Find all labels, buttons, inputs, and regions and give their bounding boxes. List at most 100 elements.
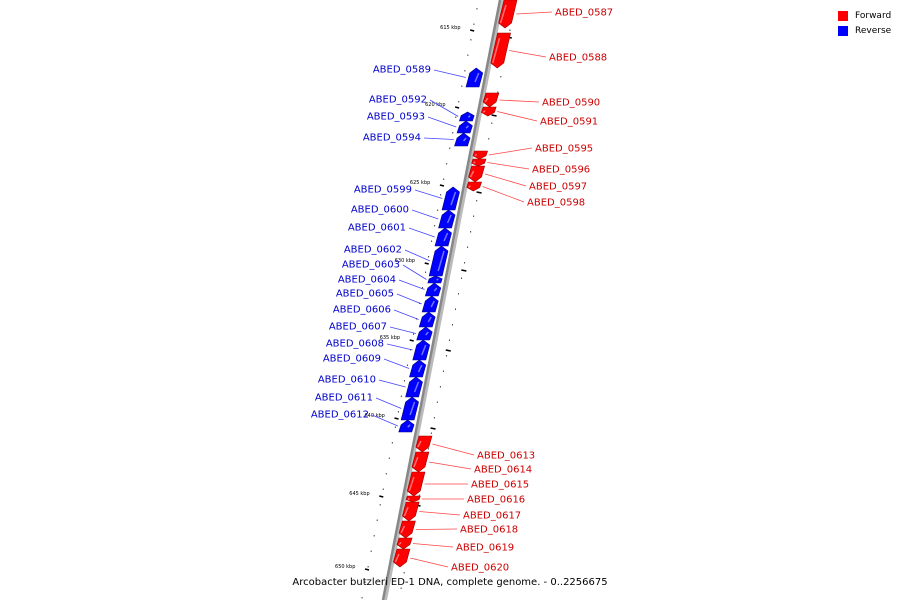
gene-arrow[interactable]	[456, 120, 473, 134]
gene-label[interactable]: ABED_0591	[540, 117, 598, 128]
gene-label[interactable]: ABED_0618	[460, 525, 518, 536]
gene-label[interactable]: ABED_0597	[529, 182, 587, 193]
minor-tick	[379, 504, 381, 506]
gene-label[interactable]: ABED_0615	[471, 480, 529, 491]
gene-arrow[interactable]	[418, 311, 436, 328]
minor-tick	[397, 411, 399, 413]
gene-label[interactable]: ABED_0608	[326, 339, 384, 350]
tick-mark	[394, 417, 399, 420]
minor-tick	[431, 240, 433, 242]
gene-label[interactable]: ABED_0601	[348, 223, 406, 234]
gene-label[interactable]: ABED_0603	[342, 260, 400, 271]
gene-label[interactable]: ABED_0617	[463, 511, 521, 522]
gene-label[interactable]: ABED_0610	[318, 375, 376, 386]
label-connector	[488, 147, 533, 156]
gene-label[interactable]: ABED_0599	[354, 185, 412, 196]
gene-arrow-shading	[407, 497, 410, 501]
gene-label[interactable]: ABED_0598	[527, 198, 585, 209]
gene-arrow[interactable]	[405, 495, 421, 503]
gene-arrow[interactable]	[411, 451, 430, 473]
gene-label[interactable]: ABED_0595	[535, 144, 593, 155]
gene-arrow[interactable]	[441, 186, 460, 211]
gene-arrow[interactable]	[415, 435, 433, 453]
gene-arrow[interactable]	[393, 548, 411, 568]
gene-arrow[interactable]	[398, 419, 415, 433]
gene-label[interactable]: ABED_0589	[373, 65, 431, 76]
gene-arrow[interactable]	[421, 295, 439, 313]
gene-arrow[interactable]	[398, 520, 416, 539]
minor-tick	[425, 271, 427, 273]
gene-label[interactable]: ABED_0606	[333, 305, 391, 316]
gene-label[interactable]: ABED_0593	[367, 112, 425, 123]
gene-label[interactable]: ABED_0607	[329, 322, 387, 333]
gene-arrow[interactable]	[458, 111, 475, 122]
gene-arrow-shading	[398, 541, 402, 546]
label-connector	[419, 511, 461, 516]
gene-arrow[interactable]	[406, 471, 426, 497]
legend-reverse-label: Reverse	[855, 25, 892, 36]
gene-arrow-shading	[436, 278, 439, 281]
minor-tick	[388, 457, 390, 459]
gene-arrow[interactable]	[402, 501, 420, 522]
gene-arrow[interactable]	[466, 181, 482, 192]
minor-tick	[470, 39, 472, 41]
gene-label[interactable]: ABED_0614	[474, 465, 532, 476]
gene-label[interactable]: ABED_0590	[542, 98, 600, 109]
minor-tick	[400, 395, 402, 397]
gene-arrow[interactable]	[416, 326, 433, 341]
gene-label[interactable]: ABED_0612	[311, 410, 369, 421]
gene-arrow[interactable]	[424, 282, 442, 297]
tick-mark	[439, 184, 445, 187]
gene-arrow[interactable]	[468, 165, 486, 183]
gene-label[interactable]: ABED_0619	[456, 543, 514, 554]
gene-arrow[interactable]	[412, 339, 431, 361]
gene-label[interactable]: ABED_0587	[555, 8, 613, 19]
backbone-line	[381, 0, 502, 600]
gene-arrow[interactable]	[405, 376, 423, 398]
minor-tick	[403, 572, 405, 574]
gene-label[interactable]: ABED_0588	[549, 53, 607, 64]
gene-arrow[interactable]	[481, 106, 497, 117]
gene-arrow[interactable]	[409, 359, 427, 378]
minor-tick	[422, 287, 424, 289]
gene-arrow[interactable]	[396, 537, 413, 550]
gene-arrow[interactable]	[472, 150, 488, 160]
gene-arrow[interactable]	[400, 396, 419, 421]
gene-arrow[interactable]	[465, 67, 484, 88]
minor-tick	[509, 29, 511, 31]
gene-arrow-shading	[450, 191, 457, 206]
gene-label[interactable]: ABED_0604	[338, 275, 396, 286]
gene-label[interactable]: ABED_0620	[451, 563, 509, 574]
gene-arrow[interactable]	[427, 275, 443, 284]
gene-arrow[interactable]	[454, 132, 471, 147]
gene-arrow[interactable]	[438, 209, 456, 229]
gene-label[interactable]: ABED_0616	[467, 495, 525, 506]
gene-label[interactable]: ABED_0596	[532, 165, 590, 176]
gene-arrow[interactable]	[490, 32, 511, 69]
tick-mark	[469, 29, 475, 32]
gene-label[interactable]: ABED_0609	[323, 354, 381, 365]
gene-label[interactable]: ABED_0600	[351, 205, 409, 216]
gene-label[interactable]: ABED_0594	[363, 133, 421, 144]
genome-backbone	[381, 0, 504, 600]
gene-label[interactable]: ABED_0605	[336, 289, 394, 300]
label-connector	[411, 209, 439, 220]
label-connector	[497, 111, 538, 122]
gene-arrow[interactable]	[482, 92, 500, 108]
gene-label[interactable]: ABED_0602	[344, 245, 402, 256]
gene-arrow[interactable]	[498, 0, 518, 29]
gene-arrow[interactable]	[434, 227, 452, 247]
gene-label[interactable]: ABED_0611	[315, 393, 373, 404]
gene-arrow[interactable]	[428, 245, 449, 277]
minor-tick	[458, 101, 460, 103]
minor-tick	[458, 293, 460, 295]
gene-arrow-shading	[403, 506, 409, 517]
gene-label[interactable]: ABED_0592	[369, 95, 427, 106]
minor-tick	[406, 364, 408, 366]
minor-tick	[412, 333, 414, 335]
label-connector	[386, 343, 413, 351]
tick-label: 630 kbp	[395, 258, 415, 264]
gene-arrow[interactable]	[471, 158, 487, 167]
gene-label[interactable]: ABED_0613	[477, 451, 535, 462]
gene-features	[393, 0, 518, 568]
